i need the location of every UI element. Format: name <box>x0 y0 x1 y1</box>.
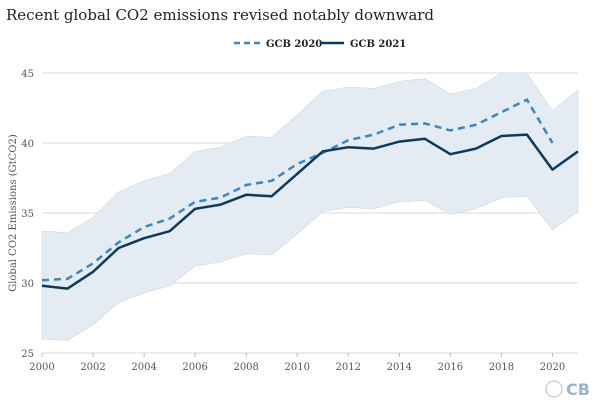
legend[interactable]: GCB 2020 GCB 2021 <box>234 39 406 50</box>
data-point-gcb2020[interactable] <box>473 122 478 127</box>
y-tick-label: 40 <box>21 139 34 150</box>
x-tick-label: 2012 <box>336 362 361 373</box>
data-point-gcb2020[interactable] <box>550 141 555 146</box>
data-point-gcb2020[interactable] <box>65 276 70 281</box>
y-axis: 25 30 35 40 45 <box>21 69 34 360</box>
x-tick-label: 2004 <box>131 362 156 373</box>
data-point-gcb2021[interactable] <box>346 145 351 150</box>
x-tick-label: 2000 <box>29 362 54 373</box>
data-point-gcb2021[interactable] <box>40 283 45 288</box>
data-point-gcb2021[interactable] <box>91 269 96 274</box>
data-point-gcb2020[interactable] <box>167 216 172 221</box>
series-line-gcb2020 <box>41 98 554 282</box>
y-tick-label: 45 <box>21 69 34 80</box>
data-point-gcb2021[interactable] <box>116 246 121 251</box>
x-tick-label: 2014 <box>387 362 412 373</box>
x-axis: 2000 2002 2004 2006 2008 2010 2012 2014 2016 2018… <box>29 353 565 373</box>
data-point-gcb2020[interactable] <box>116 240 121 245</box>
y-tick-label: 25 <box>21 349 34 360</box>
data-point-gcb2020[interactable] <box>40 278 45 283</box>
data-point-gcb2020[interactable] <box>295 162 300 167</box>
data-point-gcb2021[interactable] <box>448 152 453 157</box>
x-tick-label: 2016 <box>438 362 463 373</box>
data-point-gcb2021[interactable] <box>499 134 504 139</box>
x-tick-label: 2008 <box>233 362 258 373</box>
legend-label-gcb2021[interactable]: GCB 2021 <box>350 39 406 50</box>
data-point-gcb2021[interactable] <box>576 149 581 154</box>
data-point-gcb2021[interactable] <box>218 202 223 207</box>
x-tick-label: 2018 <box>489 362 514 373</box>
data-point-gcb2020[interactable] <box>142 225 147 230</box>
data-point-gcb2021[interactable] <box>65 286 70 291</box>
data-point-gcb2021[interactable] <box>422 136 427 141</box>
data-point-gcb2021[interactable] <box>167 229 172 234</box>
carbon-brief-logo: CB <box>545 380 590 399</box>
data-point-gcb2020[interactable] <box>448 128 453 133</box>
data-point-gcb2021[interactable] <box>397 139 402 144</box>
data-point-gcb2020[interactable] <box>371 132 376 137</box>
data-point-gcb2021[interactable] <box>473 146 478 151</box>
data-point-gcb2020[interactable] <box>499 110 504 115</box>
data-point-gcb2021[interactable] <box>193 206 198 211</box>
uncertainty-band <box>41 72 579 341</box>
series-lines <box>40 97 581 291</box>
data-point-gcb2021[interactable] <box>524 132 529 137</box>
data-point-gcb2020[interactable] <box>397 122 402 127</box>
data-point-gcb2021[interactable] <box>550 167 555 172</box>
series-line-gcb2021 <box>41 133 579 290</box>
y-tick-label: 30 <box>21 279 34 290</box>
page-title: Recent global CO2 emissions revised nota… <box>6 6 435 24</box>
data-point-gcb2021[interactable] <box>295 171 300 176</box>
data-point-gcb2020[interactable] <box>269 178 274 183</box>
y-axis-label: Global CO2 Emissions (GtCO2) <box>8 134 19 292</box>
data-point-gcb2021[interactable] <box>269 194 274 199</box>
x-tick-label: 2010 <box>285 362 310 373</box>
y-tick-label: 35 <box>21 209 34 220</box>
data-point-gcb2020[interactable] <box>193 199 198 204</box>
data-point-gcb2020[interactable] <box>524 97 529 102</box>
data-point-gcb2021[interactable] <box>371 146 376 151</box>
logo-circle-icon <box>545 380 563 398</box>
data-point-gcb2020[interactable] <box>244 183 249 188</box>
data-point-gcb2021[interactable] <box>244 192 249 197</box>
data-point-gcb2020[interactable] <box>422 121 427 126</box>
x-tick-label: 2002 <box>80 362 105 373</box>
data-point-gcb2021[interactable] <box>320 149 325 154</box>
legend-label-gcb2020[interactable]: GCB 2020 <box>266 39 322 50</box>
data-point-gcb2021[interactable] <box>142 236 147 241</box>
data-point-gcb2020[interactable] <box>218 195 223 200</box>
data-point-gcb2020[interactable] <box>346 138 351 143</box>
data-point-gcb2020[interactable] <box>91 261 96 266</box>
x-tick-label: 2006 <box>182 362 207 373</box>
x-tick-label: 2020 <box>540 362 565 373</box>
logo-text: CB <box>566 380 590 399</box>
